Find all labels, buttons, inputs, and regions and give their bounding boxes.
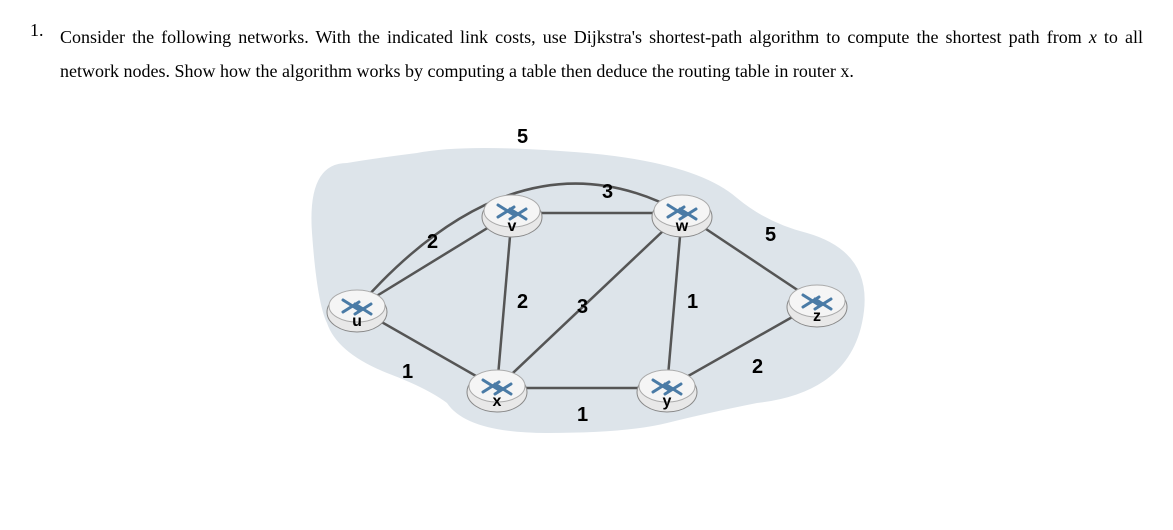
- question-number: 1.: [30, 20, 60, 41]
- node-label-x: x: [492, 393, 501, 410]
- edge-cost-u-w: 5: [517, 126, 528, 148]
- edge-cost-y-w: 1: [687, 291, 698, 313]
- node-label-y: y: [662, 393, 671, 410]
- question-line2a: to compute the shortest path from: [826, 27, 1089, 47]
- node-label-v: v: [507, 218, 516, 235]
- edge-cost-x-w: 3: [577, 296, 588, 318]
- edge-cost-u-v: 2: [427, 231, 438, 253]
- edge-cost-v-x: 2: [517, 291, 528, 313]
- diagram-background-blob: [311, 148, 864, 433]
- node-v: v: [482, 195, 542, 237]
- edge-cost-w-z: 5: [765, 224, 776, 246]
- node-y: y: [637, 370, 697, 412]
- question-line3: computing a table then deduce the routin…: [427, 61, 853, 81]
- node-label-w: w: [674, 218, 688, 235]
- diagram-svg: 5 2 1 2 3 3 1 1 2 5 u v w x y z: [287, 113, 887, 453]
- edge-cost-y-z: 2: [752, 356, 763, 378]
- question-var-x: x: [1089, 27, 1097, 47]
- node-u: u: [327, 290, 387, 332]
- node-z: z: [787, 285, 847, 327]
- node-x: x: [467, 370, 527, 412]
- question-text: Consider the following networks. With th…: [60, 20, 1143, 88]
- edge-cost-v-w: 3: [602, 181, 613, 203]
- edge-cost-u-x: 1: [402, 361, 413, 383]
- edge-cost-x-y: 1: [577, 404, 588, 426]
- node-w: w: [652, 195, 712, 237]
- question-line1: Consider the following networks. With th…: [60, 27, 819, 47]
- question-block: 1. Consider the following networks. With…: [30, 20, 1143, 88]
- network-diagram: 5 2 1 2 3 3 1 1 2 5 u v w x y z: [30, 113, 1143, 458]
- node-label-z: z: [813, 308, 821, 325]
- node-label-u: u: [352, 313, 362, 330]
